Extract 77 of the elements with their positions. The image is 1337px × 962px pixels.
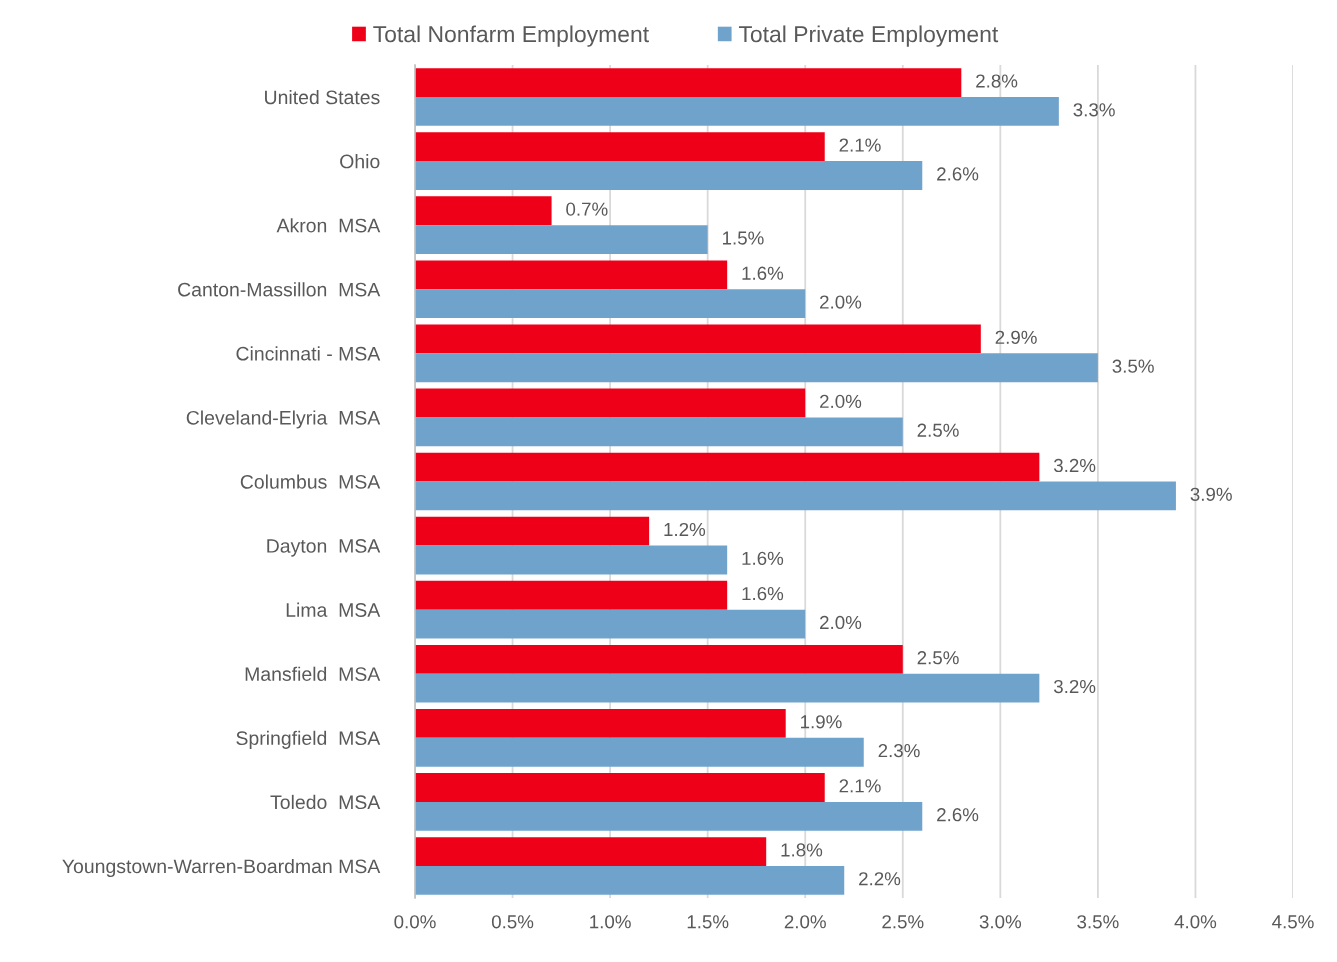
data-label: 2.1% (839, 138, 881, 152)
data-label: 1.9% (801, 715, 842, 729)
legend-label: Total Private Employment (738, 25, 999, 47)
bar (415, 260, 728, 290)
bar (415, 837, 767, 866)
data-label: 0.7% (566, 202, 608, 216)
data-label: 3.9% (1190, 487, 1232, 501)
bar (415, 580, 728, 610)
data-label: 2.5% (917, 423, 959, 437)
y-tick-label: Springfield MSA (236, 730, 381, 749)
x-tick-label: 2.5% (882, 915, 924, 929)
data-label: 1.5% (722, 231, 764, 245)
y-tick-label: Cleveland-Elyria MSA (186, 410, 381, 429)
bar (415, 161, 923, 190)
bar (415, 289, 806, 319)
x-tick-label: 4.5% (1272, 915, 1314, 929)
bar (415, 737, 864, 767)
x-tick-label: 4.0% (1174, 915, 1217, 929)
y-tick-label: Toledo MSA (270, 794, 381, 810)
bar (415, 481, 1176, 511)
x-tick-label: 1.0% (590, 915, 631, 929)
y-tick-label: Youngstown-Warren-Boardman MSA (62, 858, 381, 878)
bar (415, 68, 962, 98)
y-tick-label: Ohio (340, 154, 380, 169)
bar (415, 644, 903, 674)
x-tick-label: 2.0% (784, 915, 826, 929)
data-label: 3.3% (1073, 103, 1115, 117)
x-tick-label: 3.5% (1077, 915, 1119, 929)
data-label: 2.3% (878, 743, 920, 758)
bar (415, 225, 708, 255)
data-label: 2.9% (995, 330, 1037, 344)
x-tick-label: 3.0% (979, 915, 1022, 929)
data-label: 2.2% (859, 872, 901, 886)
data-label: 3.2% (1053, 679, 1096, 694)
bar (415, 196, 552, 226)
y-tick-label: Mansfield MSA (245, 666, 381, 681)
data-label: 2.0% (820, 394, 862, 409)
y-tick-label: United States (265, 89, 380, 105)
bar (415, 545, 728, 575)
y-tick-label: Lima MSA (286, 602, 381, 617)
bar (415, 132, 825, 162)
x-tick-label: 0.0% (394, 915, 436, 929)
bar (415, 417, 903, 447)
data-label: 2.0% (820, 615, 862, 630)
bar (415, 452, 1040, 482)
bar (415, 97, 1059, 126)
data-label: 2.1% (839, 779, 881, 793)
bar (415, 324, 981, 354)
y-tick-label: Dayton MSA (267, 539, 381, 557)
data-label: 3.5% (1112, 359, 1154, 373)
data-label: 2.8% (976, 74, 1018, 88)
data-label: 3.2% (1053, 458, 1096, 473)
bar (415, 673, 1040, 703)
data-label: 1.2% (664, 522, 706, 537)
data-label: 1.6% (742, 586, 784, 601)
bar (415, 609, 806, 639)
bar (415, 388, 806, 418)
legend-label: Total Nonfarm Employment (373, 25, 649, 47)
y-tick-label: Columbus MSA (240, 474, 381, 489)
x-tick-label: 1.5% (687, 915, 729, 929)
bar (415, 516, 650, 546)
y-tick-label: Cincinnati - MSA (236, 346, 381, 361)
y-tick-label: Canton-Massillon MSA (178, 282, 381, 297)
bar (415, 773, 825, 802)
bar (415, 353, 1098, 383)
bar (415, 801, 923, 831)
data-label: 2.5% (917, 651, 959, 665)
data-label: 2.0% (820, 295, 862, 309)
data-label: 1.6% (742, 266, 784, 280)
bar (415, 865, 845, 895)
data-label: 2.6% (937, 808, 979, 822)
x-tick-label: 0.5% (491, 915, 534, 929)
data-label: 1.6% (742, 551, 784, 566)
data-label: 2.6% (937, 167, 979, 181)
bar (415, 708, 786, 738)
y-tick-label: Akron MSA (276, 218, 381, 233)
data-label: 1.8% (781, 843, 823, 857)
